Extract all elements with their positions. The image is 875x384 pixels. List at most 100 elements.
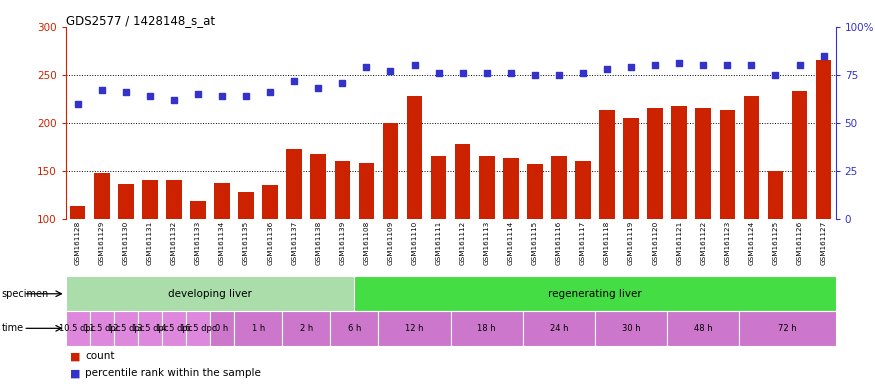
Text: time: time bbox=[2, 323, 24, 333]
Text: 0 h: 0 h bbox=[215, 324, 228, 333]
Text: 1 h: 1 h bbox=[251, 324, 265, 333]
Bar bbox=[816, 61, 831, 315]
Point bbox=[94, 87, 108, 93]
Point bbox=[408, 62, 422, 68]
Point bbox=[816, 53, 830, 59]
Text: developing liver: developing liver bbox=[168, 289, 252, 299]
Bar bbox=[523, 311, 595, 346]
Bar bbox=[455, 144, 471, 315]
Bar bbox=[430, 157, 446, 315]
Point bbox=[263, 89, 277, 95]
Point bbox=[335, 79, 349, 86]
Bar bbox=[114, 311, 138, 346]
Text: ■: ■ bbox=[70, 351, 80, 361]
Bar bbox=[210, 311, 235, 346]
Bar bbox=[70, 207, 86, 315]
Point bbox=[71, 101, 85, 107]
Text: 10.5 dpc: 10.5 dpc bbox=[60, 324, 96, 333]
Point bbox=[745, 62, 759, 68]
Point bbox=[624, 64, 638, 70]
Text: 12.5 dpc: 12.5 dpc bbox=[108, 324, 144, 333]
Point bbox=[167, 97, 181, 103]
Bar bbox=[668, 311, 739, 346]
Point bbox=[215, 93, 229, 99]
Point bbox=[431, 70, 445, 76]
Point bbox=[312, 85, 326, 91]
Text: 2 h: 2 h bbox=[299, 324, 313, 333]
Text: GDS2577 / 1428148_s_at: GDS2577 / 1428148_s_at bbox=[66, 14, 214, 27]
Bar bbox=[66, 311, 90, 346]
Bar bbox=[648, 109, 663, 315]
Text: 30 h: 30 h bbox=[622, 324, 640, 333]
Point bbox=[720, 62, 734, 68]
Bar bbox=[354, 276, 836, 311]
Bar bbox=[379, 311, 451, 346]
Text: 11.5 dpc: 11.5 dpc bbox=[83, 324, 120, 333]
Bar bbox=[190, 200, 206, 315]
Text: 24 h: 24 h bbox=[550, 324, 568, 333]
Text: ■: ■ bbox=[70, 368, 80, 378]
Point bbox=[768, 72, 782, 78]
Point bbox=[696, 62, 710, 68]
Text: percentile rank within the sample: percentile rank within the sample bbox=[85, 368, 261, 378]
Bar bbox=[90, 311, 114, 346]
Text: 48 h: 48 h bbox=[694, 324, 712, 333]
Bar bbox=[739, 311, 836, 346]
Bar bbox=[162, 311, 186, 346]
Bar bbox=[407, 96, 423, 315]
Bar bbox=[94, 173, 109, 315]
Bar bbox=[744, 96, 760, 315]
Bar bbox=[282, 311, 331, 346]
Bar bbox=[262, 185, 278, 315]
Point bbox=[552, 72, 566, 78]
Point bbox=[360, 64, 374, 70]
Bar bbox=[234, 311, 282, 346]
Bar bbox=[359, 163, 374, 315]
Text: regenerating liver: regenerating liver bbox=[548, 289, 642, 299]
Bar bbox=[334, 161, 350, 315]
Bar bbox=[331, 311, 379, 346]
Point bbox=[383, 68, 397, 74]
Point bbox=[239, 93, 253, 99]
Text: 6 h: 6 h bbox=[347, 324, 361, 333]
Bar bbox=[166, 180, 182, 315]
Text: count: count bbox=[85, 351, 115, 361]
Bar bbox=[186, 311, 210, 346]
Point bbox=[504, 70, 518, 76]
Bar bbox=[599, 111, 615, 315]
Point bbox=[143, 93, 157, 99]
Text: 18 h: 18 h bbox=[478, 324, 496, 333]
Text: 13.5 dpc: 13.5 dpc bbox=[131, 324, 168, 333]
Bar bbox=[479, 157, 494, 315]
Point bbox=[648, 62, 662, 68]
Bar bbox=[792, 91, 808, 315]
Bar bbox=[382, 123, 398, 315]
Bar bbox=[238, 192, 254, 315]
Point bbox=[191, 91, 205, 97]
Bar bbox=[142, 180, 158, 315]
Bar bbox=[118, 184, 134, 315]
Bar bbox=[503, 159, 519, 315]
Bar bbox=[696, 109, 711, 315]
Bar bbox=[767, 171, 783, 315]
Text: 72 h: 72 h bbox=[778, 324, 797, 333]
Bar bbox=[671, 106, 687, 315]
Text: 14.5 dpc: 14.5 dpc bbox=[156, 324, 192, 333]
Point bbox=[528, 72, 542, 78]
Bar bbox=[719, 111, 735, 315]
Text: specimen: specimen bbox=[2, 289, 49, 299]
Text: 16.5 dpc: 16.5 dpc bbox=[179, 324, 216, 333]
Bar bbox=[451, 311, 523, 346]
Text: 12 h: 12 h bbox=[405, 324, 423, 333]
Point bbox=[600, 66, 614, 72]
Bar bbox=[575, 161, 591, 315]
Point bbox=[672, 60, 686, 66]
Bar bbox=[527, 164, 542, 315]
Point bbox=[119, 89, 133, 95]
Bar bbox=[623, 118, 639, 315]
Point bbox=[480, 70, 494, 76]
Point bbox=[456, 70, 470, 76]
Bar bbox=[214, 184, 230, 315]
Bar bbox=[551, 157, 567, 315]
Bar bbox=[138, 311, 162, 346]
